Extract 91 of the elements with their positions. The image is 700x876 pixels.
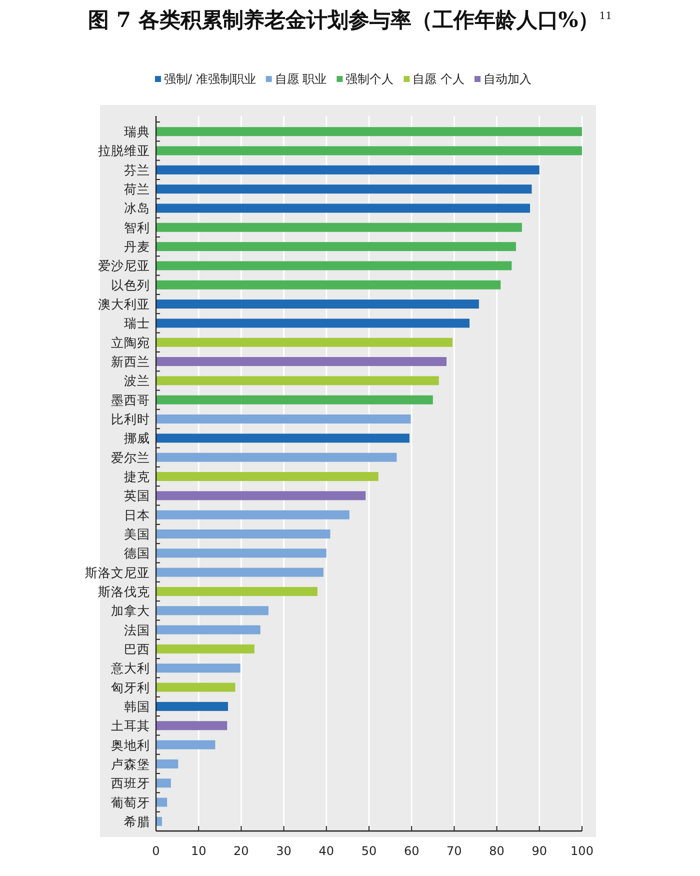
bar [156, 798, 168, 807]
y-tick-label: 波兰 [124, 373, 150, 388]
bar [156, 127, 582, 136]
bar [156, 548, 326, 558]
chart-title: 图 7 各类积累制养老金计划参与率（工作年龄人口%）$^{11}$ [87, 6, 613, 34]
x-tick-label: 20 [234, 844, 249, 858]
bar [156, 759, 178, 768]
bar [156, 338, 452, 347]
y-tick-label: 卢森堡 [111, 756, 150, 772]
x-tick-label: 100 [570, 844, 594, 858]
legend-label: 强制/ 准强制职业 [164, 72, 256, 86]
y-tick-label: 挪威 [124, 430, 150, 446]
bar [156, 414, 411, 424]
bar [156, 740, 216, 750]
y-tick-label: 日本 [124, 507, 150, 522]
y-tick-label: 瑞典 [124, 124, 150, 140]
y-tick-label: 爱尔兰 [111, 450, 150, 465]
y-tick-label: 匈牙利 [111, 680, 150, 695]
y-tick-label: 美国 [124, 526, 150, 542]
y-tick-label: 希腊 [124, 814, 150, 829]
bar [156, 721, 228, 730]
x-tick-label: 80 [489, 844, 504, 858]
bar [156, 472, 378, 481]
y-tick-label: 拉脱维亚 [98, 143, 150, 158]
y-tick-label: 韩国 [124, 698, 150, 714]
bar [156, 184, 532, 194]
legend-label: 自动加入 [484, 72, 532, 86]
bar [156, 529, 330, 538]
y-tick-label: 新西兰 [111, 354, 150, 370]
bar [156, 816, 162, 826]
y-tick-label: 斯洛伐克 [98, 584, 150, 599]
y-tick-label: 葡萄牙 [111, 794, 150, 810]
bar [156, 606, 268, 616]
bar [156, 261, 512, 270]
y-tick-label: 瑞士 [124, 316, 150, 331]
legend-label: 强制个人 [346, 72, 394, 86]
y-tick-label: 法国 [124, 622, 150, 638]
x-tick-label: 30 [276, 844, 292, 858]
y-tick-label: 西班牙 [111, 776, 150, 791]
y-tick-label: 立陶宛 [111, 334, 150, 350]
x-tick-label: 10 [190, 844, 206, 858]
x-tick-label: 50 [361, 844, 377, 858]
y-tick-label: 墨西哥 [111, 392, 150, 408]
x-tick-label: 70 [446, 844, 462, 858]
y-tick-label: 芬兰 [124, 162, 150, 178]
y-tick-label: 意大利 [110, 660, 150, 676]
y-tick-label: 加拿大 [111, 603, 150, 618]
x-tick-label: 40 [318, 844, 334, 858]
bar [156, 300, 479, 309]
bar [156, 682, 236, 692]
y-tick-label: 巴西 [124, 641, 150, 656]
bar [156, 395, 433, 404]
bar [156, 222, 522, 232]
y-tick-label: 英国 [124, 488, 150, 504]
y-tick-label: 德国 [124, 546, 150, 561]
legend-label: 自愿 职业 [274, 72, 327, 86]
y-tick-label: 捷克 [124, 469, 150, 484]
bar [156, 702, 228, 711]
bar [156, 357, 447, 366]
y-tick-label: 丹麦 [124, 239, 150, 254]
x-tick-label: 0 [152, 844, 160, 858]
bar [156, 204, 530, 213]
y-tick-label: 奥地利 [111, 737, 150, 752]
bar [156, 452, 397, 462]
y-tick-label: 冰岛 [124, 200, 150, 216]
y-tick-label: 土耳其 [111, 718, 150, 734]
y-tick-label: 爱沙尼亚 [98, 258, 150, 274]
y-tick-label: 智利 [124, 220, 150, 235]
x-tick-label: 90 [532, 844, 548, 858]
y-tick-label: 以色列 [111, 277, 150, 292]
y-tick-label: 澳大利亚 [98, 296, 150, 312]
y-tick-label: 荷兰 [124, 182, 150, 197]
bar [156, 434, 410, 443]
bar [156, 280, 501, 290]
bar [156, 664, 240, 673]
bar [156, 510, 350, 520]
bar [156, 491, 366, 500]
bar [156, 568, 324, 577]
bar [156, 376, 439, 386]
bar [156, 778, 171, 788]
x-tick-label: 60 [404, 844, 420, 858]
bar [156, 165, 540, 174]
bar [156, 625, 260, 634]
legend-label: 自愿 个人 [412, 72, 465, 86]
bar [156, 146, 582, 156]
bar [156, 586, 318, 596]
bar [156, 318, 470, 328]
y-tick-label: 斯洛文尼亚 [85, 564, 150, 580]
bar [156, 644, 254, 654]
y-tick-label: 比利时 [111, 412, 150, 427]
bar [156, 242, 516, 252]
